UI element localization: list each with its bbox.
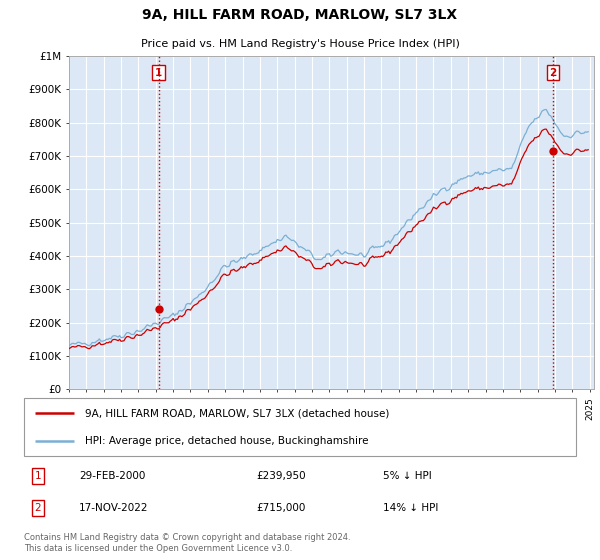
Text: Price paid vs. HM Land Registry's House Price Index (HPI): Price paid vs. HM Land Registry's House … (140, 39, 460, 49)
Text: 17-NOV-2022: 17-NOV-2022 (79, 503, 149, 514)
Text: 29-FEB-2000: 29-FEB-2000 (79, 471, 146, 481)
Text: 1: 1 (155, 68, 162, 78)
Text: HPI: Average price, detached house, Buckinghamshire: HPI: Average price, detached house, Buck… (85, 436, 368, 446)
Text: £239,950: £239,950 (256, 471, 305, 481)
FancyBboxPatch shape (24, 398, 576, 456)
Text: 2: 2 (34, 503, 41, 514)
Text: 2: 2 (549, 68, 556, 78)
Text: 5% ↓ HPI: 5% ↓ HPI (383, 471, 431, 481)
Text: Contains HM Land Registry data © Crown copyright and database right 2024.
This d: Contains HM Land Registry data © Crown c… (24, 533, 350, 553)
Text: 9A, HILL FARM ROAD, MARLOW, SL7 3LX (detached house): 9A, HILL FARM ROAD, MARLOW, SL7 3LX (det… (85, 408, 389, 418)
Text: 1: 1 (34, 471, 41, 481)
Text: 14% ↓ HPI: 14% ↓ HPI (383, 503, 438, 514)
Text: £715,000: £715,000 (256, 503, 305, 514)
Text: 9A, HILL FARM ROAD, MARLOW, SL7 3LX: 9A, HILL FARM ROAD, MARLOW, SL7 3LX (142, 8, 458, 22)
